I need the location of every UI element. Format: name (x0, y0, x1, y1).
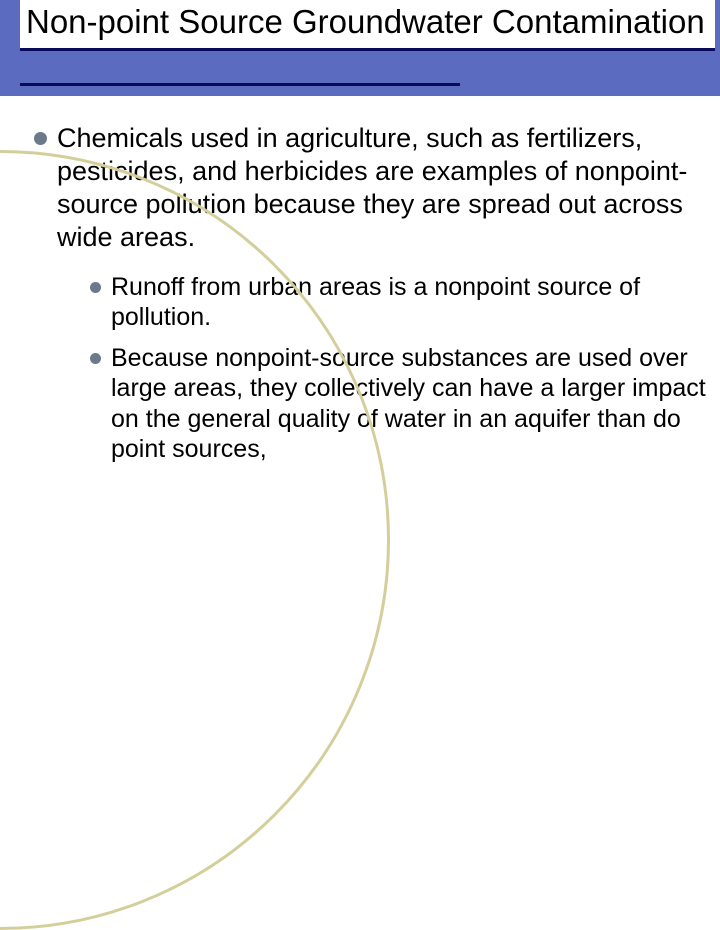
main-bullet: Chemicals used in agriculture, such as f… (34, 122, 706, 254)
sub-bullet-text: Because nonpoint-source substances are u… (111, 343, 706, 465)
title-underline-extension (20, 83, 460, 86)
content-area: Chemicals used in agriculture, such as f… (34, 122, 706, 475)
slide-title: Non-point Source Groundwater Contaminati… (26, 2, 705, 42)
sub-bullet-text: Runoff from urban areas is a nonpoint so… (111, 272, 706, 333)
bullet-dot-icon (90, 282, 101, 293)
bullet-dot-icon (34, 132, 47, 145)
bullet-dot-icon (90, 353, 101, 364)
title-box: Non-point Source Groundwater Contaminati… (20, 0, 715, 51)
sub-bullet: Runoff from urban areas is a nonpoint so… (90, 272, 706, 333)
sub-bullet: Because nonpoint-source substances are u… (90, 343, 706, 465)
main-bullet-text: Chemicals used in agriculture, such as f… (57, 122, 706, 254)
sub-bullet-list: Runoff from urban areas is a nonpoint so… (90, 272, 706, 465)
